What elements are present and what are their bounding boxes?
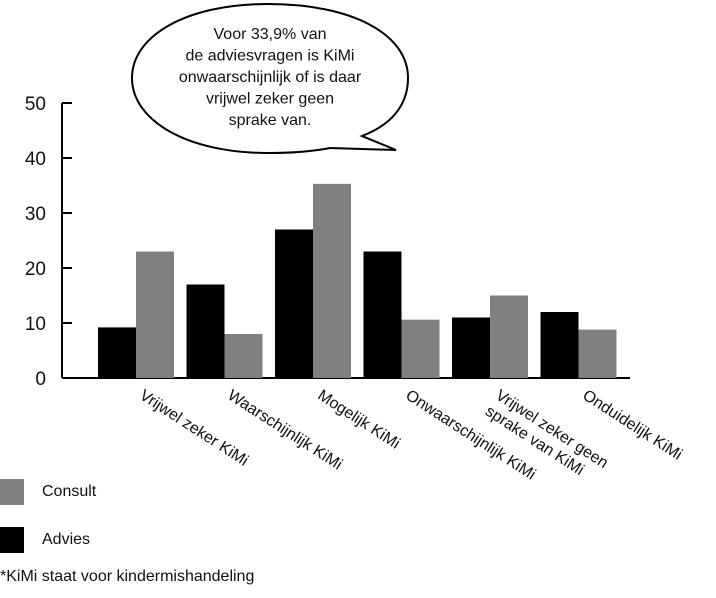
legend-item-consult: Consult — [0, 479, 96, 505]
bar-consult — [136, 251, 174, 378]
footnote: *KiMi staat voor kindermishandeling — [0, 568, 255, 585]
annotation-line: onwaarschijnlijk of is daar — [179, 69, 362, 86]
bar-advies — [363, 251, 402, 378]
bar-consult — [313, 183, 351, 378]
bar-advies — [540, 312, 579, 378]
legend-item-advies: Advies — [0, 527, 90, 553]
annotation-line: de adviesvragen is KiMi — [186, 48, 355, 65]
bar-advies — [452, 317, 490, 378]
y-tick-labels: 0 10 20 30 40 50 — [25, 94, 46, 390]
bar-consult — [224, 334, 263, 378]
y-tick-label: 30 — [25, 204, 46, 225]
category-label-line: Mogelijk KiMi — [314, 387, 402, 453]
bar-advies — [98, 327, 136, 378]
annotation-line: vrijwel zeker geen — [206, 91, 334, 108]
category-label: Mogelijk KiMi — [314, 387, 402, 453]
y-tick-label: 20 — [25, 259, 46, 280]
bar-advies — [275, 229, 313, 378]
bar-consult — [401, 319, 440, 378]
y-tick-label: 0 — [35, 369, 46, 390]
annotation-line: sprake van. — [229, 112, 312, 129]
bar-consult — [578, 329, 617, 378]
legend-swatch-advies — [0, 527, 24, 553]
speech-bubble: Voor 33,9% van de adviesvragen is KiMi onw… — [130, 2, 410, 155]
speech-bubble-shape — [130, 2, 410, 155]
annotation-line: Voor 33,9% van — [214, 26, 327, 43]
legend-swatch-consult — [0, 479, 24, 505]
y-tick-label: 10 — [25, 314, 46, 335]
legend-label-advies: Advies — [42, 531, 91, 548]
bars — [98, 183, 617, 378]
y-tick-label: 40 — [25, 149, 46, 170]
legend-label-consult: Consult — [42, 483, 97, 500]
y-tick-label: 50 — [25, 94, 46, 115]
bar-consult — [490, 295, 528, 378]
bar-advies — [186, 284, 225, 378]
